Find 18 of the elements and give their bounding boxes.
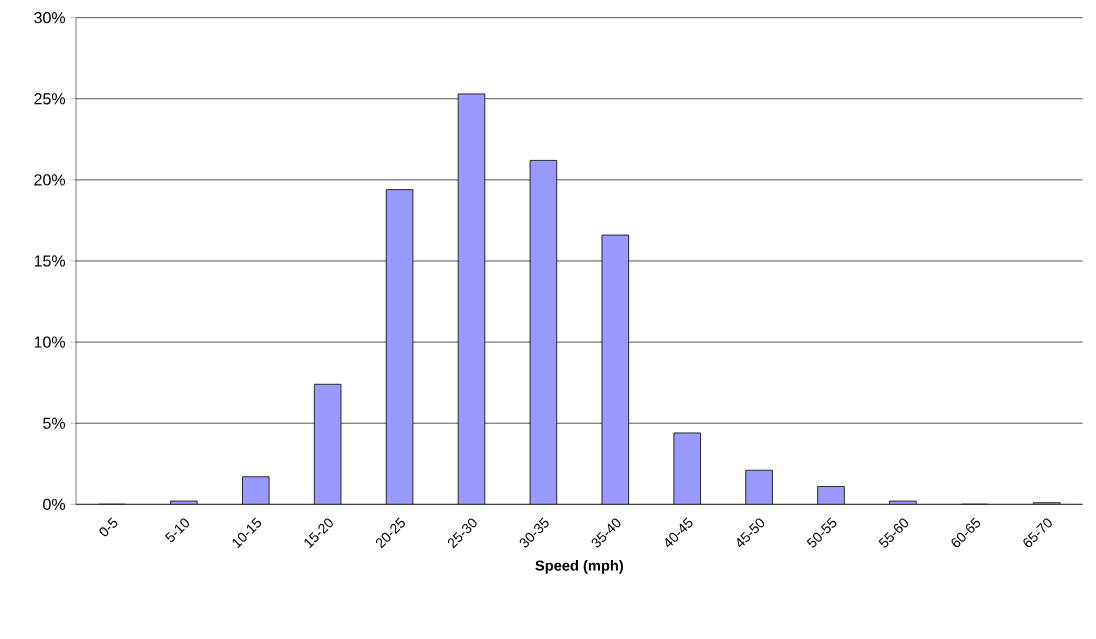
x-axis-title: Speed (mph)	[535, 560, 624, 574]
y-tick-label: 20%	[34, 174, 66, 186]
y-tick-label: 25%	[34, 93, 66, 105]
bar	[745, 469, 773, 505]
y-tick-label: 15%	[34, 255, 66, 267]
bar	[457, 93, 486, 505]
bar	[529, 160, 558, 505]
bar	[673, 432, 701, 505]
bar	[242, 476, 270, 505]
bar	[817, 486, 845, 505]
y-tick-label: 0%	[43, 498, 66, 510]
bar	[601, 234, 630, 505]
bar	[313, 383, 342, 505]
bar	[385, 189, 414, 505]
y-tick-label: 5%	[43, 417, 66, 429]
y-tick-label: 10%	[34, 336, 66, 348]
y-tick-label: 30%	[34, 12, 66, 24]
x-tick-label: 0-5	[99, 517, 118, 537]
